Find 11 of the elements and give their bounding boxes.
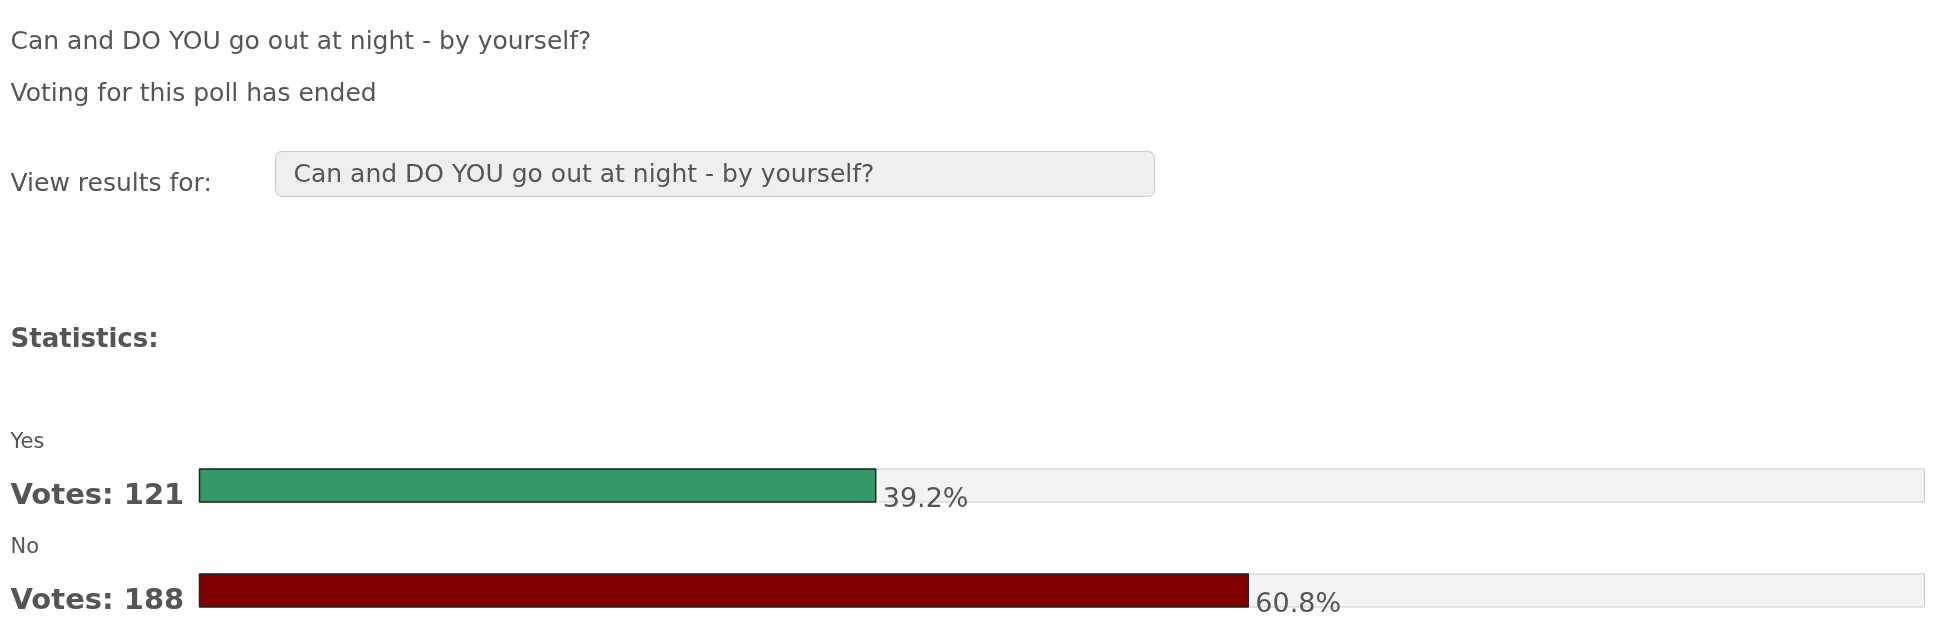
text: Votes: 121	[10, 476, 185, 511]
text: Statistics:	[10, 322, 159, 353]
data-label: 60.8%	[1255, 587, 1342, 618]
data-label: 39.2%	[882, 482, 969, 513]
y-tick-label: No	[10, 533, 40, 558]
text: Votes: 188	[10, 581, 185, 616]
y-tick-label: Yes	[9, 428, 45, 453]
chart-subtitle: Voting for this poll has ended	[10, 78, 377, 107]
chart-title: Can and DO YOU go out at night - by yourself?	[10, 26, 592, 55]
text: Can and DO YOU go out at night - by yourself?	[293, 159, 875, 188]
text: View results for:	[10, 168, 212, 197]
